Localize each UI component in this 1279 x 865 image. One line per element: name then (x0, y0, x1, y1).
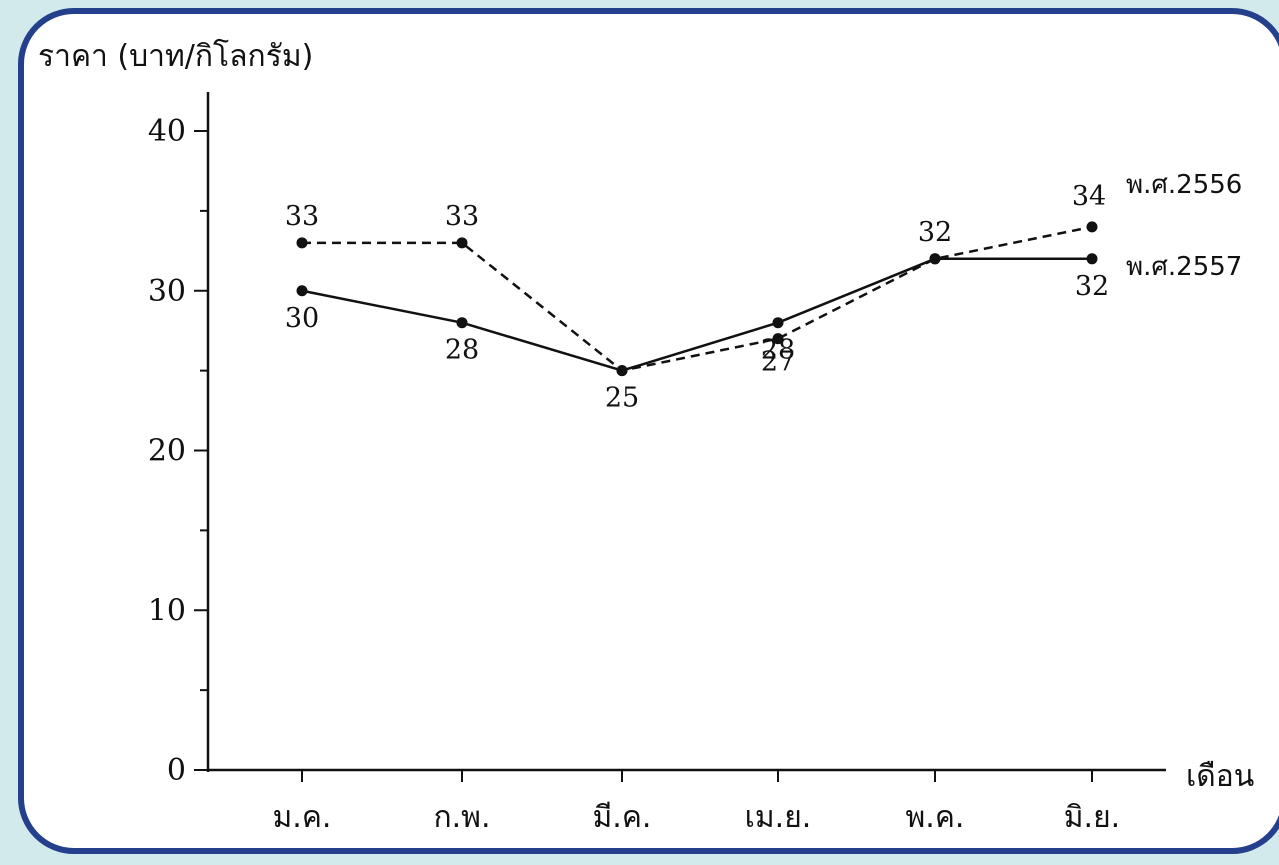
legend-label: พ.ศ.2557 (1126, 252, 1242, 282)
data-point (772, 333, 784, 345)
data-label: 33 (445, 201, 479, 232)
x-tick-label: ก.พ. (433, 800, 490, 835)
y-tick-label: 20 (148, 434, 186, 469)
x-tick-label: ม.ค. (273, 800, 332, 835)
data-point (456, 237, 468, 249)
data-label: 25 (605, 383, 639, 414)
x-axis-label: เดือน (1186, 759, 1254, 794)
series-line-1 (302, 225, 1093, 372)
x-tick-label: มิ.ย. (1064, 800, 1120, 835)
y-tick-label: 30 (148, 274, 186, 309)
x-tick-label: พ.ค. (906, 800, 965, 835)
data-point (296, 285, 308, 297)
series-line-2 (301, 257, 1092, 372)
x-tick-label: มี.ค. (593, 800, 652, 835)
data-label: 27 (761, 347, 795, 378)
y-axis-label: ราคา (บาท/กิโลกรัม) (38, 38, 313, 74)
data-point (929, 253, 941, 265)
data-label: 30 (285, 303, 319, 334)
data-point (296, 237, 308, 249)
data-label: 28 (445, 335, 479, 366)
legend-label: พ.ศ.2556 (1126, 170, 1242, 200)
y-tick-label: 0 (167, 753, 186, 788)
data-label: 32 (1075, 271, 1109, 302)
data-point (1086, 253, 1098, 265)
data-point (456, 317, 468, 329)
data-label: 34 (1072, 181, 1106, 212)
data-point (616, 365, 628, 377)
data-label: 32 (918, 217, 952, 248)
y-tick-label: 10 (148, 593, 186, 628)
y-tick-label: 40 (148, 114, 186, 149)
data-label: 33 (285, 201, 319, 232)
chart-card (18, 8, 1279, 854)
data-label: 28 (761, 335, 795, 366)
data-point (772, 317, 784, 329)
x-tick-label: เม.ย. (745, 800, 812, 835)
data-point (1086, 221, 1098, 233)
